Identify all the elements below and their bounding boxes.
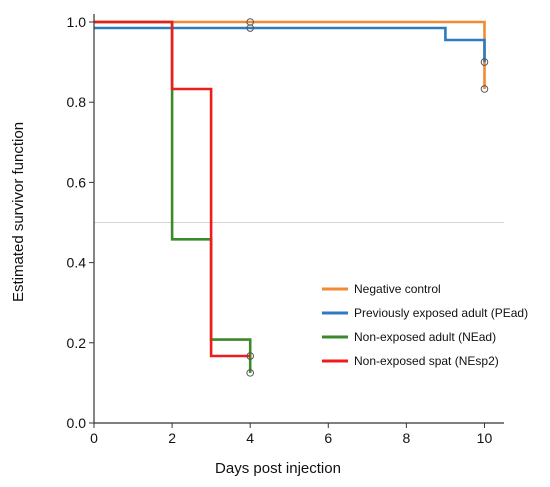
censor-marker-1-0 xyxy=(246,24,254,32)
x-tick-label: 8 xyxy=(402,430,410,446)
censor-marker-2-0 xyxy=(246,369,254,377)
legend-label-2: Non-exposed adult (NEad) xyxy=(354,330,496,344)
legend-label-3: Non-exposed spat (NEsp2) xyxy=(354,354,499,368)
legend: Negative control Previously exposed adult… xyxy=(322,282,528,368)
plot-area xyxy=(94,18,504,377)
x-tick-label: 6 xyxy=(324,430,332,446)
y-tick-label: 0.8 xyxy=(67,94,87,110)
axes: 0 2 4 6 8 10 0.0 0.2 0.4 0.6 0.8 1.0 xyxy=(67,14,504,446)
y-tick-label: 0.0 xyxy=(67,415,87,431)
y-tick-label: 1.0 xyxy=(67,14,87,30)
series-line-3 xyxy=(94,20,251,358)
legend-label-0: Negative control xyxy=(354,282,441,296)
censor-marker-3-0 xyxy=(246,352,254,360)
x-axis-title: Days post injection xyxy=(215,460,341,477)
censor-marker-1-1 xyxy=(480,58,489,66)
censor-marker-0-1 xyxy=(480,85,489,93)
censor-marker-0-0 xyxy=(246,18,254,26)
x-tick-label: 4 xyxy=(246,430,254,446)
legend-label-1: Previously exposed adult (PEad) xyxy=(354,306,528,320)
series-line-1 xyxy=(94,26,486,63)
y-tick-label: 0.6 xyxy=(67,174,87,190)
x-tick-label: 10 xyxy=(477,430,493,446)
x-tick-label: 0 xyxy=(90,430,98,446)
series-line-0 xyxy=(94,20,486,89)
y-axis-title: Estimated survivor function xyxy=(10,122,27,302)
y-tick-label: 0.4 xyxy=(67,255,87,271)
y-tick-label: 0.2 xyxy=(67,335,87,351)
x-tick-label: 2 xyxy=(168,430,176,446)
